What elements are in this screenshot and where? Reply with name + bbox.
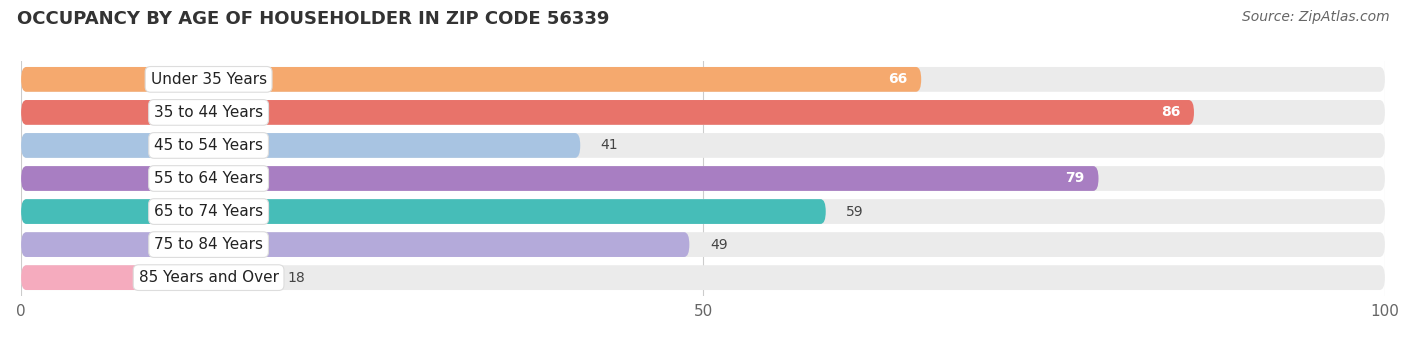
FancyBboxPatch shape (21, 133, 1385, 158)
FancyBboxPatch shape (21, 67, 921, 92)
FancyBboxPatch shape (21, 100, 1194, 125)
FancyBboxPatch shape (21, 199, 1385, 224)
Text: 85 Years and Over: 85 Years and Over (139, 270, 278, 285)
FancyBboxPatch shape (21, 166, 1098, 191)
FancyBboxPatch shape (21, 166, 1385, 191)
FancyBboxPatch shape (21, 232, 1385, 257)
Text: 65 to 74 Years: 65 to 74 Years (155, 204, 263, 219)
Text: 79: 79 (1066, 171, 1085, 186)
Text: 55 to 64 Years: 55 to 64 Years (155, 171, 263, 186)
FancyBboxPatch shape (21, 265, 1385, 290)
Text: 35 to 44 Years: 35 to 44 Years (155, 105, 263, 120)
FancyBboxPatch shape (21, 133, 581, 158)
Text: OCCUPANCY BY AGE OF HOUSEHOLDER IN ZIP CODE 56339: OCCUPANCY BY AGE OF HOUSEHOLDER IN ZIP C… (17, 10, 609, 28)
Text: 86: 86 (1161, 105, 1181, 119)
FancyBboxPatch shape (21, 199, 825, 224)
FancyBboxPatch shape (21, 67, 1385, 92)
Text: 49: 49 (710, 238, 727, 252)
Text: Source: ZipAtlas.com: Source: ZipAtlas.com (1241, 10, 1389, 24)
Text: 59: 59 (846, 205, 863, 219)
Text: 45 to 54 Years: 45 to 54 Years (155, 138, 263, 153)
Text: 18: 18 (287, 271, 305, 285)
Text: Under 35 Years: Under 35 Years (150, 72, 267, 87)
FancyBboxPatch shape (21, 265, 267, 290)
FancyBboxPatch shape (21, 100, 1385, 125)
Text: 75 to 84 Years: 75 to 84 Years (155, 237, 263, 252)
Text: 66: 66 (889, 72, 908, 86)
Text: 41: 41 (600, 138, 619, 152)
FancyBboxPatch shape (21, 232, 689, 257)
